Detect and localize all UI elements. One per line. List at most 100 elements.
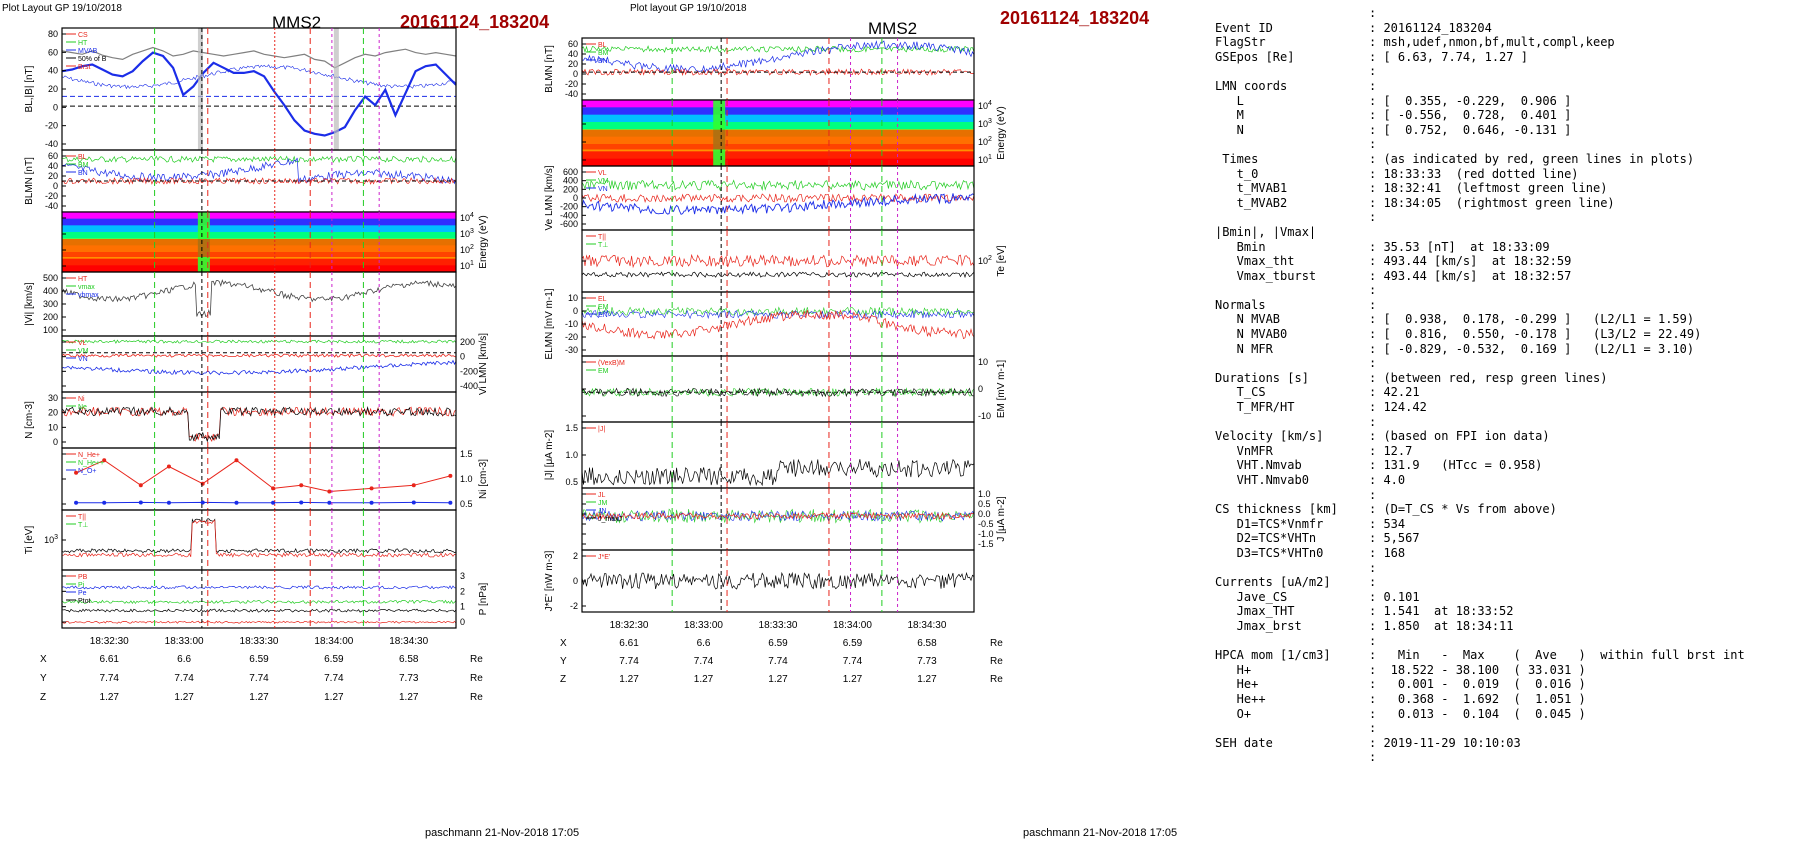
left-ytick-label: 10 <box>48 422 58 432</box>
left-ylabel: |Vi| [km/s] <box>24 282 35 326</box>
mid-series-tpar <box>581 253 975 269</box>
mid-spectrogram-band <box>582 114 974 123</box>
left-series-pe <box>61 608 457 613</box>
mid-ytick-label: 0.5 <box>978 499 991 509</box>
info-row: : <box>1215 6 1800 21</box>
mid-ytick-label: 1.0 <box>565 450 578 460</box>
info-value: : <box>1369 210 1377 225</box>
info-value: : 1.541 at 18:33:52 <box>1369 604 1514 619</box>
left-ephem-value: 7.74 <box>100 673 120 684</box>
left-ytick-label: 0 <box>53 437 58 447</box>
mid-ytick-label: -30 <box>565 345 578 355</box>
info-row: D3=TCS*VHTn0: 168 <box>1215 546 1800 561</box>
mid-ytick-label: 102 <box>978 255 992 266</box>
info-value: : <box>1369 560 1377 575</box>
info-row: H+: 18.522 - 38.100 ( 33.031 ) <box>1215 663 1800 678</box>
left-ytick-label: 60 <box>48 151 58 161</box>
info-value: : [ -0.829, -0.532, 0.169 ] (L2/L1 = 3.1… <box>1369 341 1695 356</box>
left-legend-label: VM <box>78 348 89 355</box>
mid-panel-frame <box>581 291 975 357</box>
info-key: M <box>1215 108 1244 123</box>
left-spectrogram-band <box>62 218 456 226</box>
info-row: Times: (as indicated by red, green lines… <box>1215 152 1800 167</box>
left-legend-label: Pe <box>78 590 87 597</box>
info-key: Normals <box>1215 297 1266 312</box>
left-ytick-label: 200 <box>460 337 475 347</box>
left-ylabel: P [nPa] <box>478 582 489 615</box>
info-key: N MVAB0 <box>1215 327 1288 342</box>
info-value: : 0.001 - 0.019 ( 0.016 ) <box>1369 677 1586 692</box>
left-legend-label: MVAB <box>78 48 98 55</box>
left-event-title: 20161124_183204 <box>400 12 549 32</box>
left-ytick-label: 1 <box>460 602 465 612</box>
mid-series-vl <box>581 179 975 192</box>
left-ephem-value: 1.27 <box>100 692 120 703</box>
info-row: Jave_CS: 0.101 <box>1215 590 1800 605</box>
info-key: VHT.Nmvab0 <box>1215 473 1309 487</box>
info-value: : <box>1369 721 1377 736</box>
info-row: N MVAB0 : [ 0.816, 0.550, -0.178 ] (L3/L2… <box>1215 327 1800 342</box>
info-row: CS thickness [km]: (D=T_CS * Vs from abo… <box>1215 502 1800 517</box>
info-row: : <box>1215 64 1800 79</box>
info-value: : 5,567 <box>1369 531 1420 546</box>
mid-legend-label: EM <box>598 304 609 311</box>
mid-series-el <box>581 306 974 317</box>
mid-ytick-label: 20 <box>568 59 578 69</box>
mid-series-vexb <box>581 387 975 398</box>
mid-ephem-value: 1.27 <box>619 674 639 685</box>
mid-ephem-value: 1.27 <box>768 674 788 685</box>
mid-ephem-value: 1.27 <box>917 674 937 685</box>
info-value: : <box>1369 487 1377 502</box>
left-legend-label: Ptot <box>78 598 91 605</box>
info-key: Vmax_tburst <box>1215 268 1317 283</box>
mid-ytick-label: -20 <box>565 332 578 342</box>
mid-ytick-label: 0 <box>978 384 983 394</box>
info-row: M: [ -0.556, 0.728, 0.401 ] <box>1215 108 1800 123</box>
mid-ytick-label: 101 <box>978 154 992 165</box>
info-value: : <box>1369 283 1377 298</box>
left-series-pb <box>61 599 457 605</box>
left-ytick-label: 80 <box>48 29 58 39</box>
left-ephem-value: 7.74 <box>324 673 344 684</box>
info-value: : 18:33:33 (red dotted line) <box>1369 166 1579 181</box>
mid-ytick-label: -20 <box>565 79 578 89</box>
mid-ytick-label: -600 <box>560 219 578 229</box>
mid-ephem-value: 6.59 <box>768 638 788 649</box>
left-series-vm <box>61 359 457 376</box>
left-ephem-value: 7.73 <box>399 673 419 684</box>
mid-ytick-label: 10 <box>568 293 578 303</box>
info-row: D2=TCS*VHTn: 5,567 <box>1215 531 1800 546</box>
info-row: LMN coords: <box>1215 79 1800 94</box>
left-ytick-label: 2 <box>460 586 465 596</box>
info-row: Durations [s]: (between red, resp green … <box>1215 371 1800 386</box>
info-row: T_CS: 42.21 <box>1215 385 1800 400</box>
mid-ephem-value: 7.74 <box>843 656 863 667</box>
info-row: : <box>1215 721 1800 736</box>
info-row: T_MFR/HT: 124.42 <box>1215 400 1800 415</box>
left-ytick-label: 20 <box>48 408 58 418</box>
info-key: GSEpos [Re] <box>1215 49 1295 64</box>
info-value: : 124.42 <box>1369 400 1427 415</box>
mid-time-tick-label: 18:34:30 <box>907 620 946 631</box>
info-key: Durations [s] <box>1215 370 1309 385</box>
info-value: : <box>1369 78 1377 93</box>
info-key: t_0 <box>1215 166 1259 181</box>
info-value: : 493.44 [km/s] at 18:32:57 <box>1369 268 1572 283</box>
info-value: : (based on FPI ion data) <box>1369 429 1550 444</box>
left-panel-frame <box>61 509 457 571</box>
info-value: : [ 6.63, 7.74, 1.27 ] <box>1369 49 1528 64</box>
left-ytick-label: 3 <box>460 571 465 581</box>
mid-ytick-label: 1.5 <box>565 423 578 433</box>
info-value: : 2019-11-29 10:10:03 <box>1369 735 1521 750</box>
mid-series-em <box>581 309 975 320</box>
mid-ylabel: J*E' [nW m-3] <box>544 550 555 611</box>
left-ephem-value: 6.6 <box>177 654 191 665</box>
info-value: : [ 0.816, 0.550, -0.178 ] (L3/L2 = 22.4… <box>1369 327 1702 342</box>
info-key: CS thickness [km] <box>1215 502 1338 517</box>
left-ylabel: Ti [eV] <box>24 526 35 555</box>
left-legend-label: N_He++ <box>78 460 104 467</box>
info-row: N MVAB: [ 0.938, 0.178, -0.299 ] (L2/L1 … <box>1215 312 1800 327</box>
info-value: : <box>1369 750 1377 765</box>
left-ytick-label: -400 <box>460 381 478 391</box>
mid-ytick-label: 40 <box>568 49 578 59</box>
